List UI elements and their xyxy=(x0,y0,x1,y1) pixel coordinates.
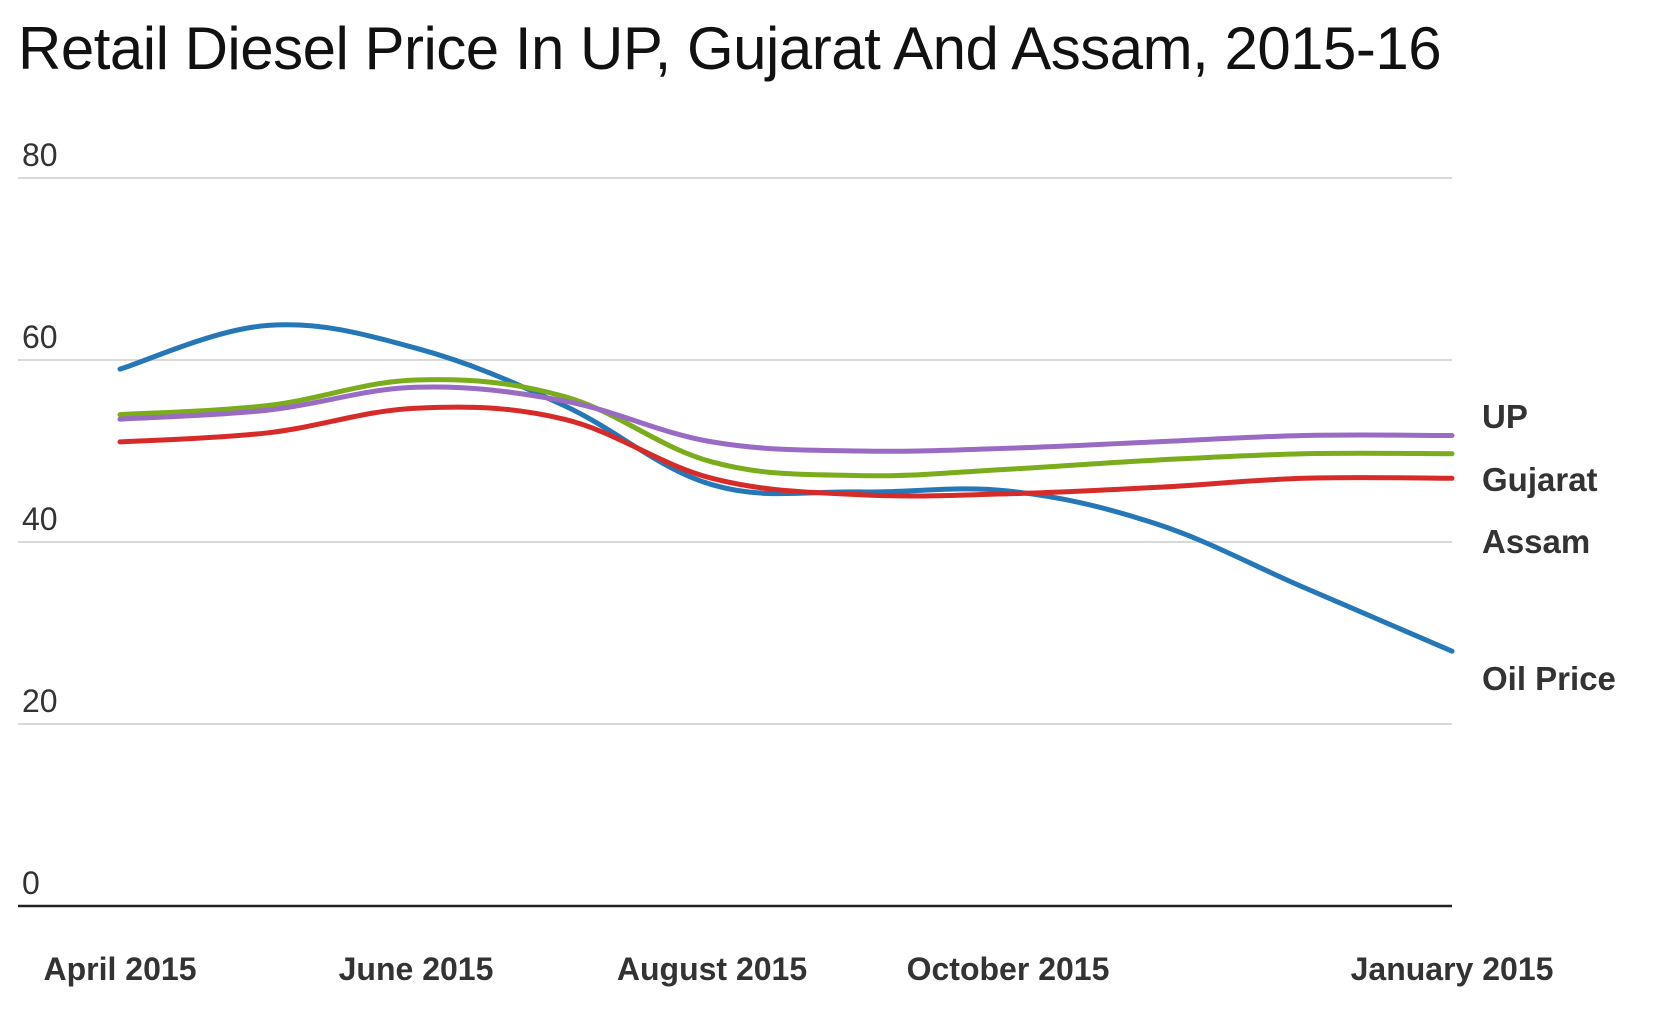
y-tick-label-0: 0 xyxy=(22,865,40,901)
chart-title: Retail Diesel Price In UP, Gujarat And A… xyxy=(18,15,1442,82)
x-tick-label-2: August 2015 xyxy=(617,951,807,987)
series-line-assam xyxy=(117,404,1455,499)
legend-label-assam: Assam xyxy=(1482,523,1590,560)
x-tick-label-4: January 2015 xyxy=(1351,951,1554,987)
y-tick-label-60: 60 xyxy=(22,319,58,355)
y-tick-label-80: 80 xyxy=(22,137,58,173)
legend-label-oil-price: Oil Price xyxy=(1482,660,1616,697)
legend-label-gujarat: Gujarat xyxy=(1482,461,1598,498)
y-tick-label-40: 40 xyxy=(22,501,58,537)
x-tick-label-0: April 2015 xyxy=(44,951,197,987)
legend: UP Gujarat Assam Oil Price xyxy=(1482,398,1616,697)
legend-label-up: UP xyxy=(1482,398,1528,435)
x-tick-label-1: June 2015 xyxy=(339,951,494,987)
series-line-oil-price xyxy=(117,322,1455,654)
y-axis-ticks: 0 20 40 60 80 xyxy=(22,137,58,901)
x-axis-ticks: April 2015 June 2015 August 2015 October 20… xyxy=(44,951,1554,987)
series-lines xyxy=(117,322,1455,654)
gridlines xyxy=(18,177,1452,908)
series-line-up xyxy=(117,384,1455,454)
y-tick-label-20: 20 xyxy=(22,683,58,719)
series-line-gujarat xyxy=(117,377,1455,479)
x-tick-label-3: October 2015 xyxy=(907,951,1110,987)
